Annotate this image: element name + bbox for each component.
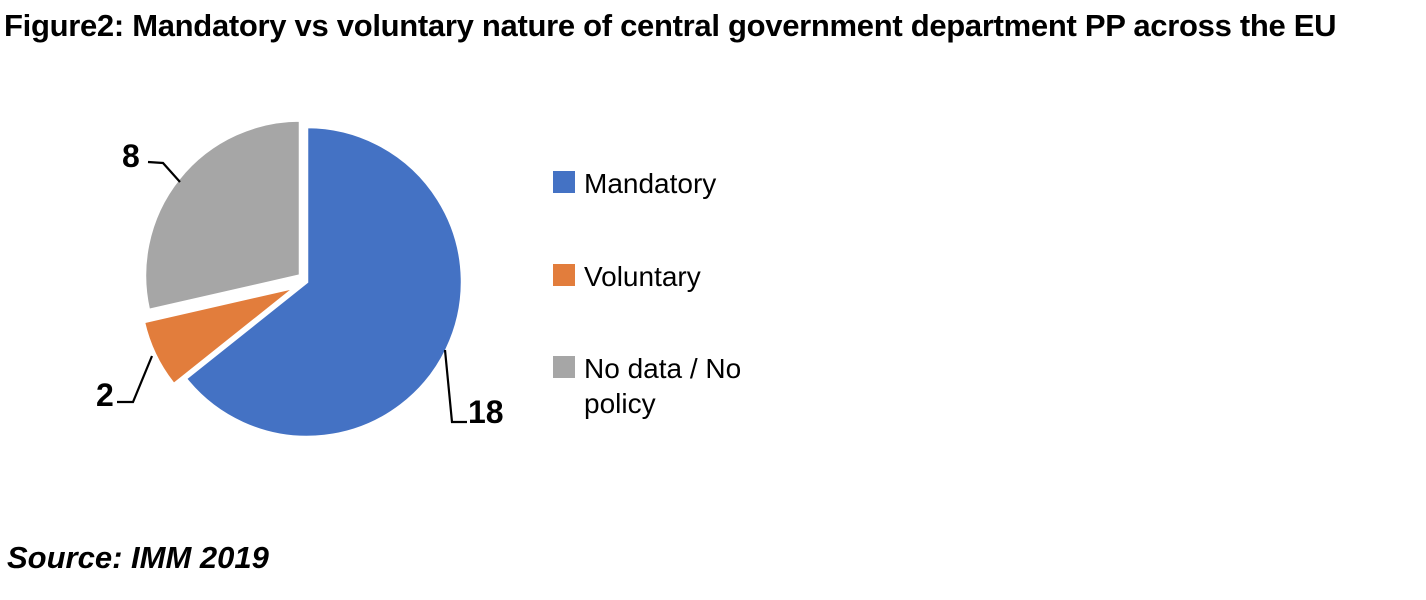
legend-swatch-mandatory xyxy=(553,171,575,193)
legend-label-no-data: No data / No policy xyxy=(584,353,742,419)
legend-swatch-no-data xyxy=(553,356,575,378)
legend-item-mandatory: Mandatory xyxy=(553,166,716,201)
legend-item-no-data: No data / No policy xyxy=(553,351,769,421)
source-note: Source: IMM 2019 xyxy=(7,540,269,575)
figure-title: Figure2: Mandatory vs voluntary nature o… xyxy=(4,8,1337,43)
data-label-voluntary: 2 xyxy=(96,377,114,413)
legend-label-voluntary: Voluntary xyxy=(584,261,701,292)
pie-slice-mandatory xyxy=(184,125,464,439)
legend-item-voluntary: Voluntary xyxy=(553,259,701,294)
leader-line-no-data xyxy=(147,160,181,183)
pie-slice-voluntary xyxy=(142,286,296,386)
data-label-mandatory: 18 xyxy=(468,394,504,430)
leader-line-voluntary xyxy=(117,355,154,404)
pie-slice-no-data-no-policy xyxy=(143,119,302,312)
leader-line-mandatory xyxy=(443,349,467,424)
legend-label-mandatory: Mandatory xyxy=(584,168,717,199)
data-label-no-data: 8 xyxy=(122,138,140,174)
pie-slices xyxy=(142,119,464,439)
legend-swatch-voluntary xyxy=(553,264,575,286)
chart-legend: Mandatory Voluntary No data / No policy xyxy=(553,166,783,426)
